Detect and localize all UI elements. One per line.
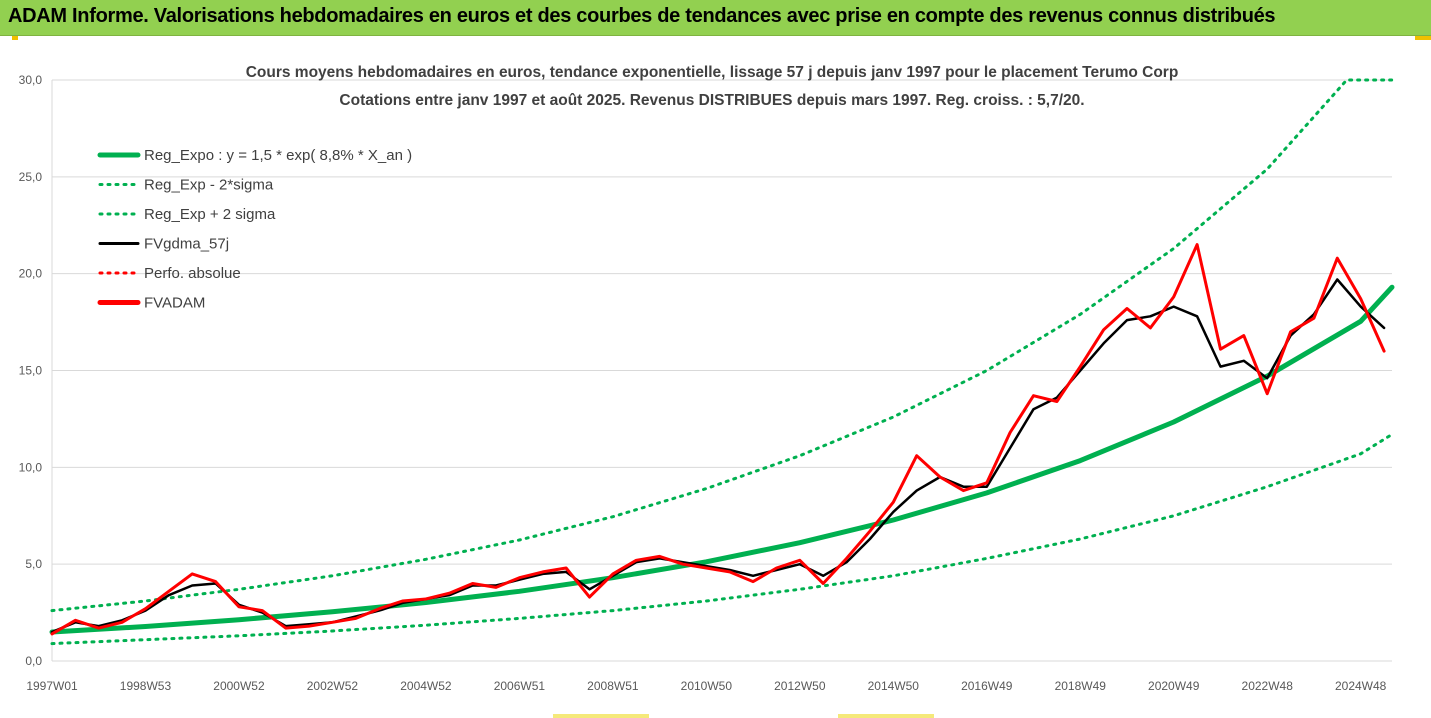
legend-label: Reg_Exp - 2*sigma: [144, 177, 274, 194]
x-tick-label: 2012W50: [774, 679, 826, 693]
chart-title: Cours moyens hebdomadaires en euros, ten…: [246, 64, 1179, 81]
legend-label: Reg_Exp + 2 sigma: [144, 206, 276, 223]
series-line-3: [50, 278, 1386, 634]
x-tick-label: 2010W50: [681, 679, 733, 693]
corner-marker-left: [12, 36, 18, 40]
x-tick-label: 2008W51: [587, 679, 639, 693]
x-tick-label: 1997W01: [26, 679, 78, 693]
x-axis: 1997W01 1998W53 2000W52 2002W52 2004W52 2006W…: [26, 679, 1386, 693]
legend-label: Perfo. absolue: [144, 265, 241, 282]
y-axis: 0,0 5,0 10,0 15,0 20,0 25,0 30,0: [19, 73, 43, 668]
x-tick-label: 2022W48: [1242, 679, 1294, 693]
y-tick-label: 20,0: [19, 267, 43, 281]
bottom-marker-left: [553, 714, 649, 718]
x-tick-label: 2000W52: [213, 679, 265, 693]
x-tick-label: 2014W50: [868, 679, 920, 693]
series-line-0: [49, 284, 1395, 635]
x-tick-label: 2018W49: [1055, 679, 1107, 693]
series-line-5: [50, 243, 1386, 636]
series-line-4: [51, 243, 1385, 635]
banner-title: ADAM Informe. Valorisations hebdomadaire…: [8, 5, 1276, 27]
series-group: [49, 78, 1395, 646]
y-tick-label: 15,0: [19, 364, 43, 378]
y-tick-label: 25,0: [19, 170, 43, 184]
bottom-marker-right: [838, 714, 934, 718]
x-tick-label: 2024W48: [1335, 679, 1387, 693]
report-banner: ADAM Informe. Valorisations hebdomadaire…: [0, 0, 1431, 36]
legend-label: Reg_Expo : y = 1,5 * exp( 8,8% * X_an ): [144, 147, 412, 164]
legend-label: FVADAM: [144, 295, 205, 312]
x-tick-label: 1998W53: [120, 679, 172, 693]
x-tick-label: 2004W52: [400, 679, 452, 693]
y-tick-label: 30,0: [19, 73, 43, 87]
chart-subtitle: Cotations entre janv 1997 et août 2025. …: [339, 92, 1084, 109]
x-tick-label: 2006W51: [494, 679, 546, 693]
y-tick-label: 0,0: [25, 654, 42, 668]
x-tick-label: 2016W49: [961, 679, 1013, 693]
x-tick-label: 2020W49: [1148, 679, 1200, 693]
corner-marker-right: [1415, 36, 1431, 40]
gridlines: [51, 79, 1392, 662]
series-line-2: [50, 78, 1394, 613]
legend: Reg_Expo : y = 1,5 * exp( 8,8% * X_an ) R…: [97, 147, 412, 312]
series-line-1: [50, 432, 1394, 646]
x-tick-label: 2002W52: [307, 679, 359, 693]
y-tick-label: 5,0: [25, 557, 42, 571]
legend-label: FVgdma_57j: [144, 236, 229, 253]
y-tick-label: 10,0: [19, 460, 43, 474]
